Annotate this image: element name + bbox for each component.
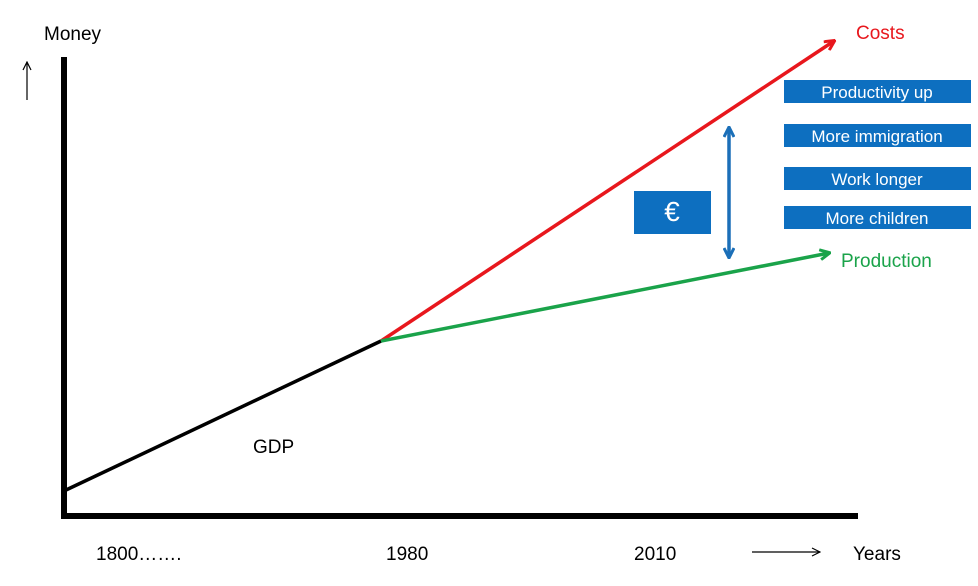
measure-box-immigration: More immigration <box>784 124 971 147</box>
measure-box-label: More immigration <box>811 127 942 146</box>
x-axis-label: Years <box>853 544 901 565</box>
measure-box-label: Productivity up <box>821 83 933 102</box>
y-axis-label: Money <box>44 24 102 45</box>
x-tick-label: 1800……. <box>96 544 182 565</box>
production-label: Production <box>841 251 932 272</box>
gdp-label: GDP <box>253 437 294 458</box>
euro-box <box>634 191 711 234</box>
euro-symbol-icon: € <box>664 196 680 227</box>
production-line <box>380 253 829 343</box>
x-tick-label: 2010 <box>634 544 676 565</box>
measure-box-work-longer: Work longer <box>784 167 971 190</box>
costs-line <box>380 41 834 343</box>
measure-box-productivity: Productivity up <box>784 80 971 103</box>
measure-box-children: More children <box>784 206 971 229</box>
measure-box-label: Work longer <box>831 170 923 189</box>
gdp-line <box>65 339 382 492</box>
x-tick-label: 1980 <box>386 544 428 565</box>
costs-label: Costs <box>856 23 905 44</box>
measure-box-label: More children <box>826 209 929 228</box>
